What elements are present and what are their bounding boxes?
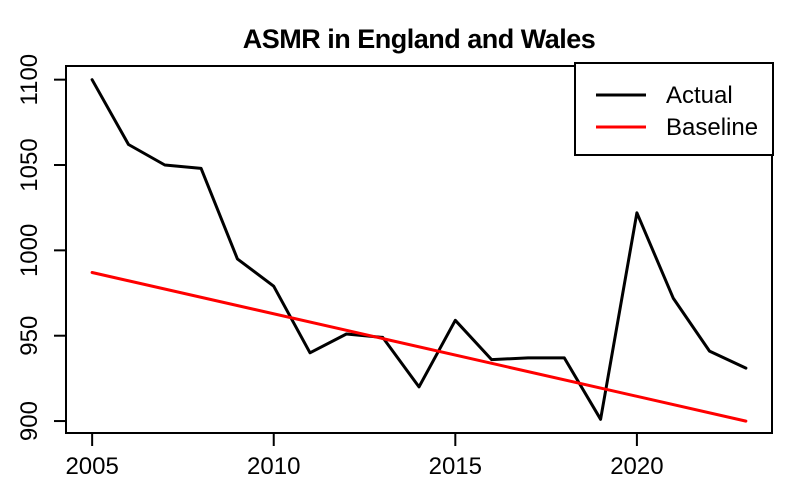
legend-box	[574, 62, 774, 156]
y-tick-label: 1000	[16, 224, 43, 277]
y-axis: 900 950 1000 1050 1100	[16, 54, 66, 441]
chart-title: ASMR in England and Wales	[243, 24, 596, 54]
x-axis: 2005 2010 2015 2020	[65, 433, 664, 480]
y-tick-label: 1100	[16, 54, 43, 106]
series-lines	[90, 78, 748, 423]
y-tick-label: 1050	[16, 138, 43, 191]
series-line-baseline	[90, 271, 748, 423]
series-line-actual	[90, 78, 748, 421]
y-tick-label: 900	[16, 401, 43, 441]
x-tick-label: 2005	[65, 453, 118, 480]
y-tick-label: 950	[16, 316, 43, 356]
legend: Actual Baseline	[574, 62, 774, 156]
x-tick-label: 2010	[247, 453, 300, 480]
x-tick-label: 2020	[610, 453, 663, 480]
x-tick-label: 2015	[429, 453, 482, 480]
legend-label-actual: Actual	[666, 82, 733, 109]
legend-label-baseline: Baseline	[666, 114, 758, 141]
